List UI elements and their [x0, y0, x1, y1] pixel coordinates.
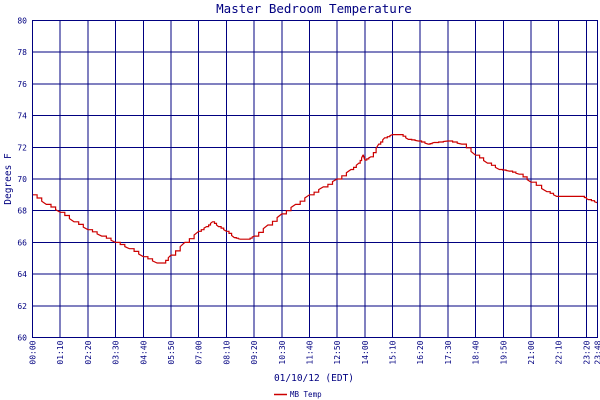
- x-tick-label: 14:00: [361, 340, 370, 364]
- x-tick-label: 03:30: [112, 340, 121, 364]
- x-tick-label: 10:30: [278, 340, 287, 364]
- y-tick-label: 66: [17, 238, 27, 247]
- x-tick-label: 17:30: [444, 340, 453, 364]
- x-tick-label: 16:20: [416, 340, 425, 364]
- y-tick-label: 80: [17, 17, 27, 26]
- legend: MB Temp: [274, 390, 322, 399]
- x-tick-label: 18:40: [472, 340, 481, 364]
- x-tick-label: 11:40: [305, 340, 314, 364]
- y-tick-label: 74: [17, 112, 27, 121]
- y-axis-label: Degrees F: [3, 153, 14, 205]
- x-tick-label: 08:10: [222, 340, 231, 364]
- x-tick-label: 23:20: [582, 340, 591, 364]
- x-tick-label: 00:00: [29, 340, 38, 364]
- x-tick-label: 22:10: [555, 340, 564, 364]
- y-tick-label: 70: [17, 175, 27, 184]
- y-tick-label: 68: [17, 207, 27, 216]
- x-tick-label: 09:20: [250, 340, 259, 364]
- plot-frame: [32, 20, 598, 338]
- legend-label: MB Temp: [290, 390, 322, 399]
- series-line-mb-temp: [32, 134, 598, 264]
- chart-title: Master Bedroom Temperature: [216, 1, 412, 16]
- x-tick-label: 23:48: [594, 340, 600, 364]
- x-tick-label: 07:00: [195, 340, 204, 364]
- x-tick-label: 01:10: [56, 340, 65, 364]
- x-tick-label: 12:50: [333, 340, 342, 364]
- y-tick-label: 60: [17, 334, 27, 343]
- x-axis-label: 01/10/12 (EDT): [274, 373, 354, 384]
- x-tick-label: 15:10: [389, 340, 398, 364]
- y-tick-label: 62: [17, 302, 27, 311]
- x-tick-label: 21:00: [527, 340, 536, 364]
- x-tick-label: 05:50: [167, 340, 176, 364]
- x-tick-label: 19:50: [499, 340, 508, 364]
- x-tick-label: 04:40: [139, 340, 148, 364]
- y-tick-labels: 60 62 64 66 68 70 72 74 76 78 80: [17, 17, 27, 343]
- y-tick-label: 76: [17, 80, 27, 89]
- y-tick-label: 78: [17, 48, 27, 57]
- y-tick-label: 72: [17, 143, 27, 152]
- grid: [32, 20, 598, 338]
- x-tick-label: 02:20: [84, 340, 93, 364]
- y-tick-label: 64: [17, 270, 27, 279]
- x-tick-labels: 00:00 01:10 02:20 03:30 04:40 05:50 07:00 08:10…: [29, 340, 600, 364]
